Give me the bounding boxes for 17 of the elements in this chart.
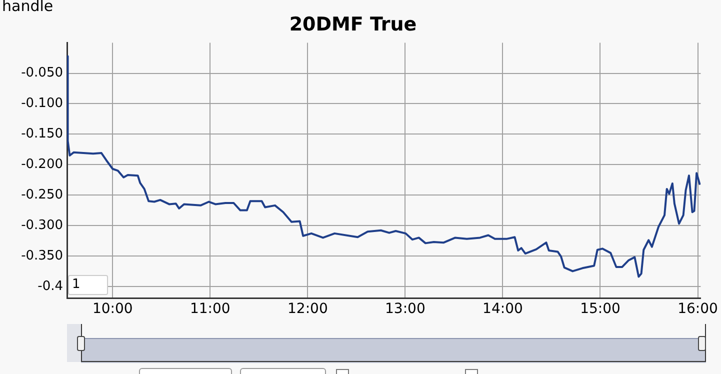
y-tick-label: -0.200	[21, 156, 63, 172]
chart-title: 20DMF True	[289, 13, 417, 36]
text-field: 1	[68, 275, 108, 295]
y-tick-label: -0.150	[21, 126, 63, 142]
y-tick-label: -0.300	[21, 218, 63, 233]
y-tick-label: -0.350	[21, 248, 63, 264]
y-tick-label: -0.4	[38, 278, 63, 294]
x-tick-label: 10:00	[92, 301, 133, 318]
x-tick-label: 14:00	[482, 301, 523, 318]
y-tick-label: -0.250	[21, 187, 63, 202]
x-tick-label: 13:00	[385, 301, 426, 318]
x-tick-label: 15:00	[580, 301, 620, 318]
y-tick-label: -0.050	[21, 66, 63, 81]
y-tick-label: -0.100	[21, 96, 63, 112]
x-tick-label: 11:00	[190, 301, 230, 318]
x-tick-label: 16:00	[678, 301, 718, 318]
x-tick-label: 12:00	[288, 301, 328, 318]
